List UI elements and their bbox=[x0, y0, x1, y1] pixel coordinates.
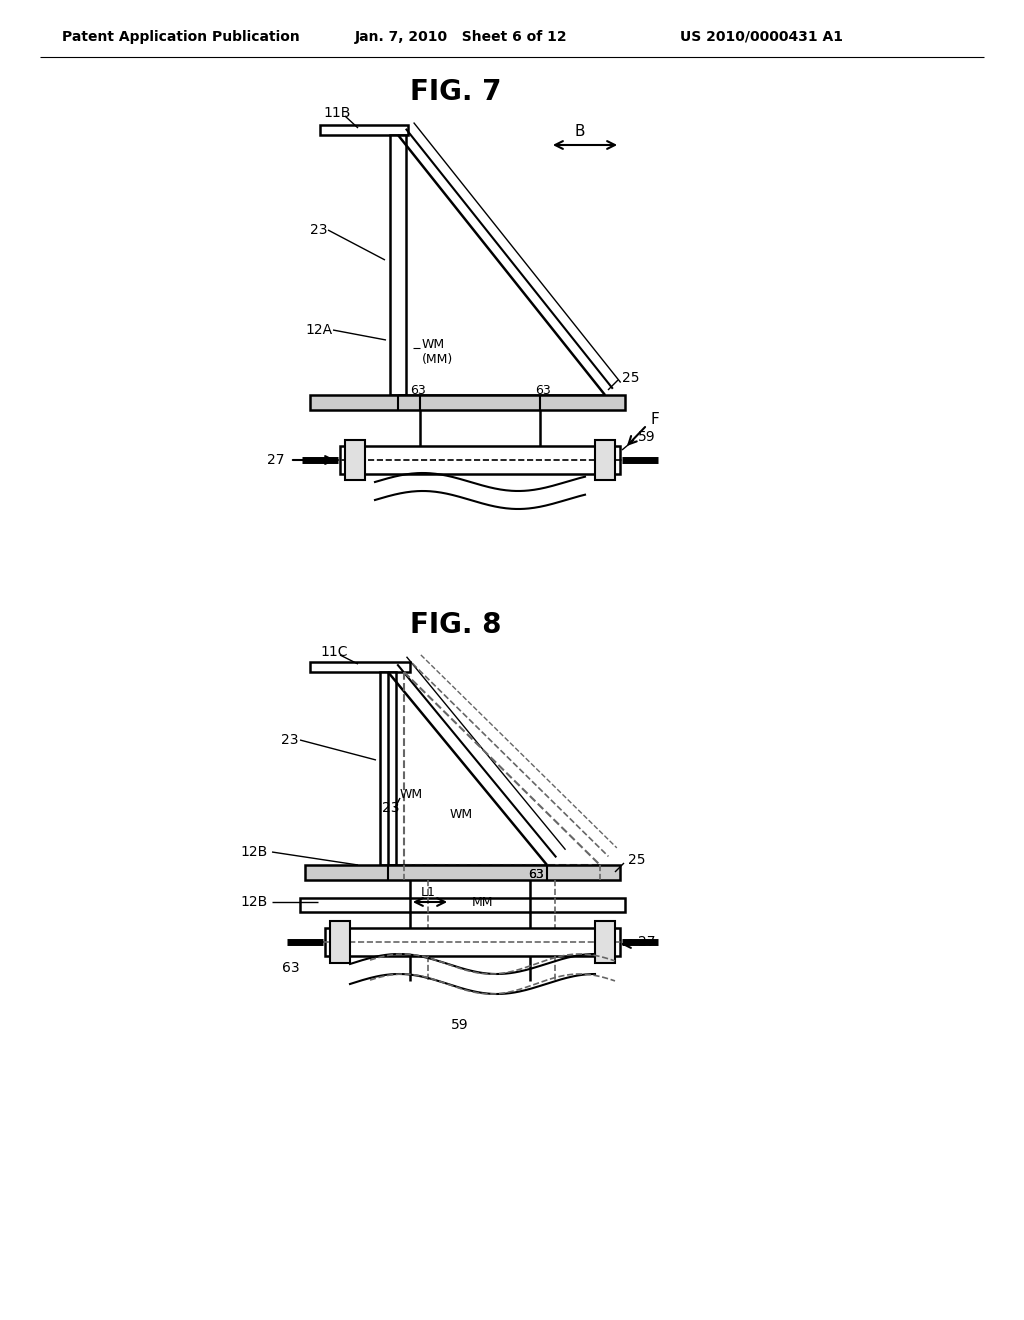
Bar bbox=[310, 395, 625, 411]
Text: (MM): (MM) bbox=[422, 352, 454, 366]
Text: 59: 59 bbox=[638, 430, 655, 444]
Text: Jan. 7, 2010   Sheet 6 of 12: Jan. 7, 2010 Sheet 6 of 12 bbox=[355, 30, 567, 44]
Bar bbox=[595, 440, 615, 480]
Bar bbox=[345, 440, 365, 480]
Bar bbox=[595, 921, 615, 964]
Bar bbox=[325, 928, 620, 956]
Text: FIG. 8: FIG. 8 bbox=[410, 611, 502, 639]
Bar bbox=[300, 898, 625, 912]
Text: 63: 63 bbox=[283, 961, 300, 975]
Text: L1: L1 bbox=[421, 886, 435, 899]
Text: 63: 63 bbox=[411, 384, 426, 397]
Bar bbox=[330, 921, 350, 964]
Text: US 2010/0000431 A1: US 2010/0000431 A1 bbox=[680, 30, 843, 44]
Text: WM: WM bbox=[400, 788, 423, 801]
Text: 23: 23 bbox=[310, 223, 328, 238]
Text: 63: 63 bbox=[536, 384, 551, 397]
Text: 12B: 12B bbox=[241, 845, 268, 859]
Text: 11C: 11C bbox=[319, 645, 347, 659]
Text: 25: 25 bbox=[622, 371, 640, 385]
Text: 23: 23 bbox=[382, 801, 399, 814]
Text: 63: 63 bbox=[528, 867, 544, 880]
Bar bbox=[380, 672, 396, 865]
Bar bbox=[390, 135, 406, 395]
Text: 27: 27 bbox=[267, 453, 285, 467]
Bar bbox=[319, 125, 408, 135]
Text: 59: 59 bbox=[452, 1018, 469, 1032]
Text: 25: 25 bbox=[628, 853, 645, 867]
Text: FIG. 7: FIG. 7 bbox=[410, 78, 502, 106]
Text: Patent Application Publication: Patent Application Publication bbox=[62, 30, 300, 44]
Text: 63: 63 bbox=[528, 867, 544, 880]
Text: 12A: 12A bbox=[305, 323, 332, 337]
Text: F: F bbox=[651, 412, 659, 428]
Text: 12B: 12B bbox=[241, 895, 268, 909]
Text: 23: 23 bbox=[281, 733, 298, 747]
Text: 11B: 11B bbox=[323, 106, 350, 120]
Bar bbox=[340, 446, 620, 474]
Text: WM: WM bbox=[422, 338, 445, 351]
Text: 27: 27 bbox=[638, 935, 655, 949]
Bar bbox=[305, 865, 620, 880]
Text: WM: WM bbox=[450, 808, 473, 821]
Text: MM: MM bbox=[472, 895, 494, 908]
Bar bbox=[310, 663, 410, 672]
Text: B: B bbox=[574, 124, 586, 140]
